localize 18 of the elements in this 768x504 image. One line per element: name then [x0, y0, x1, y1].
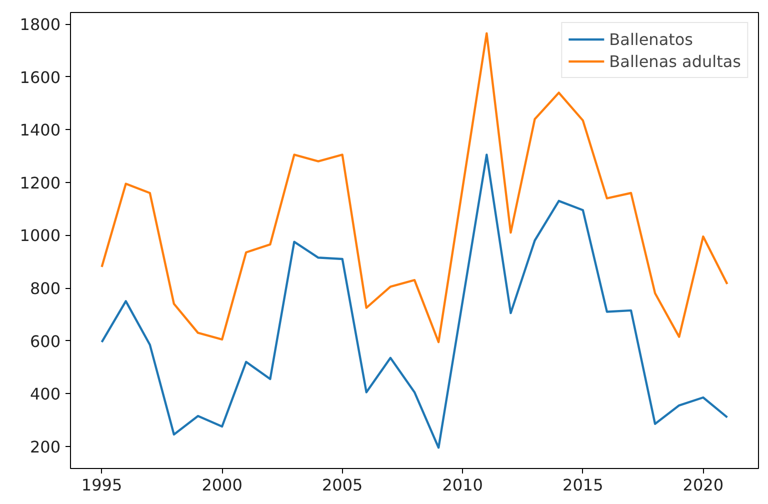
- y-tick-label: 1600: [20, 68, 60, 87]
- x-tick-label: 2000: [202, 476, 242, 494]
- x-tick-label: 2020: [682, 476, 724, 494]
- y-tick-label: 400: [30, 384, 61, 404]
- y-tick-label: 1800: [20, 15, 60, 34]
- legend-label: Ballenatos: [609, 30, 694, 48]
- x-tick-label: 2015: [562, 476, 604, 494]
- y-tick-label: 1200: [20, 173, 60, 192]
- y-tick-label: 1000: [20, 226, 60, 246]
- y-tick-label: 200: [30, 437, 61, 456]
- y-tick-label: 800: [30, 279, 61, 298]
- x-tick-label: 2005: [322, 476, 363, 494]
- x-tick-label: 2010: [442, 476, 483, 494]
- line-series: [100, 154, 728, 449]
- y-tick-label: 1400: [20, 120, 60, 140]
- y-tick-label: 600: [30, 332, 61, 351]
- x-tick-label: 1995: [81, 476, 122, 494]
- legend-label: Ballenas adultas: [609, 52, 741, 70]
